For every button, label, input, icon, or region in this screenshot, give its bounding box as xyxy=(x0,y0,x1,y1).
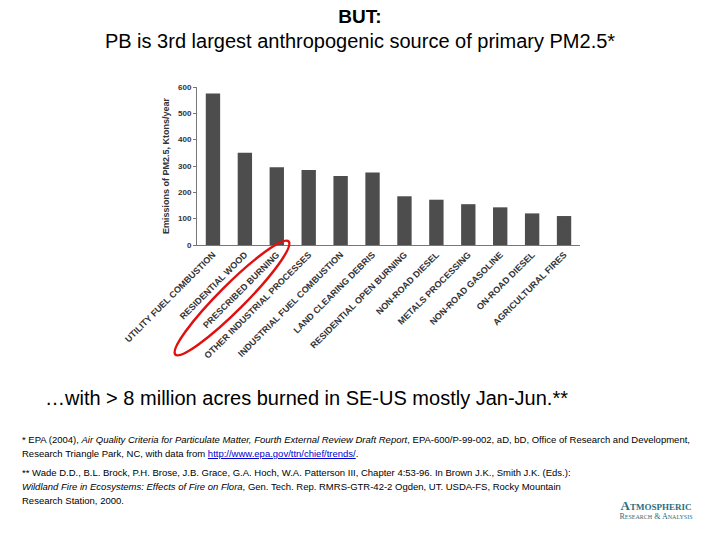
svg-text:UTILITY FUEL COMBUSTION: UTILITY FUEL COMBUSTION xyxy=(123,250,218,345)
svg-text:LAND CLEARING DEBRIS: LAND CLEARING DEBRIS xyxy=(292,250,378,336)
svg-text:OTHER INDUSTRIAL PROCESSES: OTHER INDUSTRIAL PROCESSES xyxy=(202,250,313,361)
svg-text:600: 600 xyxy=(178,83,192,92)
svg-text:500: 500 xyxy=(178,109,192,118)
svg-text:300: 300 xyxy=(178,162,192,171)
svg-text:RESIDENTIAL WOOD: RESIDENTIAL WOOD xyxy=(178,249,250,321)
svg-text:ON-ROAD DIESEL: ON-ROAD DIESEL xyxy=(474,249,537,312)
svg-text:RESIDENTIAL OPEN BURNING: RESIDENTIAL OPEN BURNING xyxy=(308,250,409,351)
svg-text:0: 0 xyxy=(187,241,192,250)
svg-text:METALS PROCESSING: METALS PROCESSING xyxy=(396,250,473,327)
svg-text:100: 100 xyxy=(178,214,192,223)
svg-text:PRESCRIBED BURNING: PRESCRIBED BURNING xyxy=(201,250,281,330)
html-text:* EPA (2004), Air Quality Crit: * EPA (2004), Air Quality Criteria for P… xyxy=(22,434,690,459)
svg-text:AGRICULTURAL FIRES: AGRICULTURAL FIRES xyxy=(491,250,569,328)
html-text:BUT:: BUT: xyxy=(338,6,382,27)
html-text:Wildland Fire in Ecosystems: E: Wildland Fire in Ecosystems: Effects of … xyxy=(22,481,561,506)
html-text:Atmospheric: Atmospheric xyxy=(620,498,692,513)
svg-text:400: 400 xyxy=(178,135,192,144)
html-text:Research & Analysis: Research & Analysis xyxy=(619,512,693,521)
svg-text:Emissions of PM2.5, Ktons/year: Emissions of PM2.5, Ktons/year xyxy=(161,97,171,234)
svg-text:NON-ROAD DIESEL: NON-ROAD DIESEL xyxy=(374,249,441,316)
svg-text:NON-ROAD GASOLINE: NON-ROAD GASOLINE xyxy=(428,250,505,327)
html-text:** Wade D.D., B.L. Brock, P.H.: ** Wade D.D., B.L. Brock, P.H. Brose, J.… xyxy=(22,467,571,478)
html-text:…with > 8 million acres burned: …with > 8 million acres burned in SE-US … xyxy=(45,387,568,409)
svg-text:INDUSTRIAL FUEL COMBUSTION: INDUSTRIAL FUEL COMBUSTION xyxy=(236,250,345,359)
svg-text:200: 200 xyxy=(178,188,192,197)
html-text:PB is 3rd largest anthropogeni: PB is 3rd largest anthropogenic source o… xyxy=(104,30,616,52)
